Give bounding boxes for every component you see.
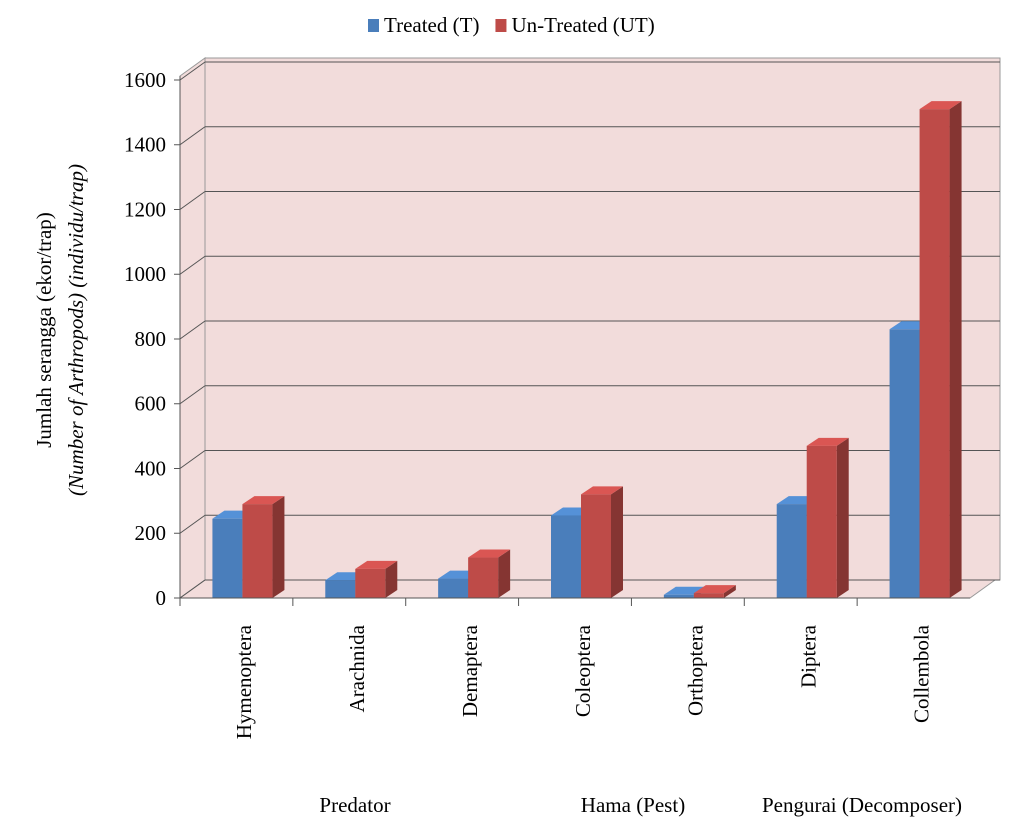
bar-side bbox=[723, 585, 736, 598]
x-tick-label: Arachnida bbox=[345, 624, 369, 712]
grid-line bbox=[179, 514, 206, 534]
y-axis-label: Jumlah serangga (ekor/trap) bbox=[32, 212, 56, 448]
bar-top bbox=[806, 437, 849, 446]
bar-side bbox=[836, 437, 849, 598]
bar bbox=[663, 594, 694, 598]
grid-line bbox=[179, 385, 206, 405]
group-label: Predator bbox=[319, 793, 390, 817]
legend-swatch bbox=[368, 19, 379, 32]
y-tick-label: 0 bbox=[156, 586, 167, 610]
bar-top bbox=[581, 486, 623, 495]
bar bbox=[242, 504, 273, 598]
bar bbox=[889, 329, 920, 598]
y-tick-label: 1200 bbox=[124, 197, 166, 221]
bar bbox=[325, 580, 356, 598]
y-axis-label: (Number of Arthropods) (individu/trap) bbox=[64, 164, 88, 496]
bar-side bbox=[611, 486, 623, 598]
bar bbox=[693, 593, 724, 598]
legend-label: Un-Treated (UT) bbox=[511, 13, 654, 37]
bar-top bbox=[242, 496, 285, 505]
group-label: Hama (Pest) bbox=[581, 793, 685, 817]
x-tick-label: Diptera bbox=[797, 624, 821, 688]
y-tick-label: 1600 bbox=[124, 68, 166, 92]
y-tick-label: 400 bbox=[135, 456, 167, 480]
grid-line bbox=[179, 61, 206, 81]
bar bbox=[581, 494, 611, 598]
bar-side bbox=[498, 549, 511, 598]
x-tick-label: Hymenoptera bbox=[232, 624, 256, 739]
x-tick-label: Coleoptera bbox=[571, 624, 595, 717]
x-tick-label: Demaptera bbox=[458, 624, 482, 717]
grid-line bbox=[179, 320, 206, 340]
grid-line bbox=[179, 450, 206, 469]
bar-top bbox=[468, 549, 511, 558]
y-tick-label: 600 bbox=[135, 392, 167, 416]
grid-line bbox=[179, 126, 206, 146]
bar-top bbox=[919, 101, 962, 110]
bar-top bbox=[693, 585, 736, 594]
legend-swatch bbox=[495, 19, 507, 32]
bar bbox=[776, 504, 807, 598]
bar bbox=[551, 515, 581, 598]
group-label: Pengurai (Decomposer) bbox=[762, 793, 962, 817]
side-wall bbox=[179, 57, 206, 599]
bar-top bbox=[355, 560, 398, 569]
grid-line bbox=[179, 579, 206, 599]
y-tick-label: 800 bbox=[135, 327, 167, 351]
y-tick-label: 1000 bbox=[124, 262, 166, 286]
bar-side bbox=[385, 560, 398, 598]
y-tick-label: 1400 bbox=[124, 133, 166, 157]
grid-line bbox=[179, 255, 206, 275]
x-tick-label: Orthoptera bbox=[684, 624, 708, 716]
bar bbox=[438, 578, 469, 598]
bar bbox=[919, 109, 950, 598]
grid-line bbox=[179, 191, 206, 210]
x-tick-label: Collembola bbox=[909, 624, 933, 723]
y-tick-label: 200 bbox=[135, 521, 167, 545]
bar-side bbox=[949, 101, 962, 598]
bar-side bbox=[272, 496, 285, 598]
bar bbox=[806, 445, 837, 598]
bar bbox=[468, 557, 499, 598]
legend-label: Treated (T) bbox=[384, 13, 479, 37]
bar bbox=[355, 568, 386, 598]
bar bbox=[212, 518, 243, 598]
